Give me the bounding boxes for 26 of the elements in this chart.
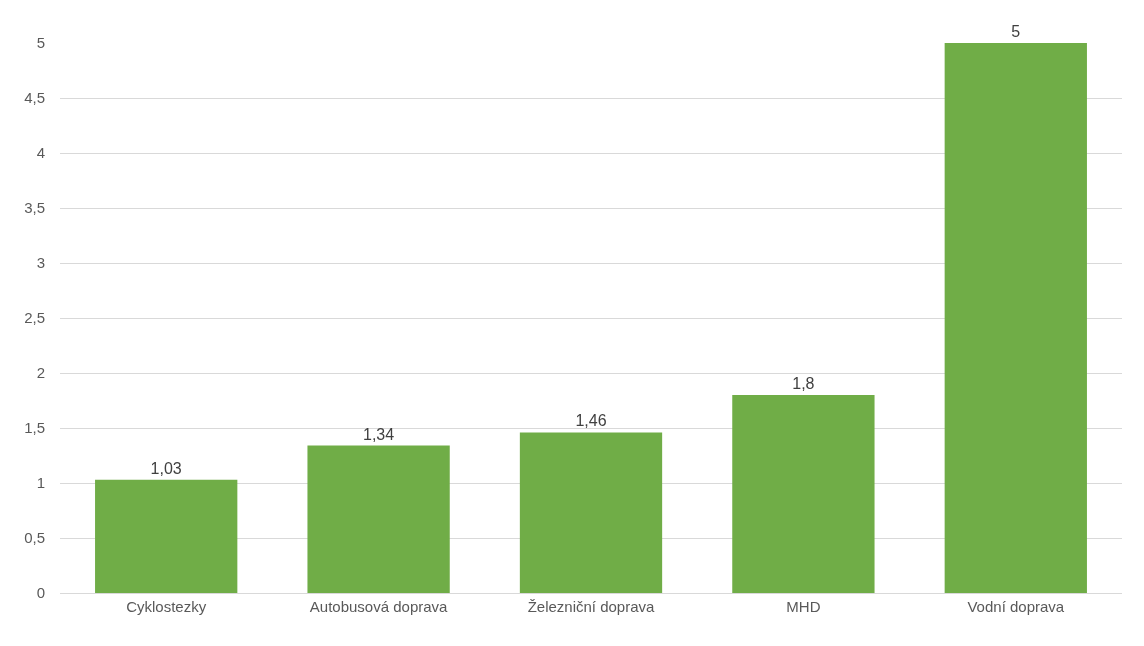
data-label: 1,46 xyxy=(575,412,607,430)
y-tick-label: 4,5 xyxy=(24,89,45,107)
x-tick-label: Autobusová doprava xyxy=(309,598,449,615)
bar xyxy=(95,479,238,593)
data-label: 1,34 xyxy=(362,425,395,443)
bar xyxy=(944,43,1087,593)
y-tick-label: 0,5 xyxy=(24,529,45,547)
data-label: 1,8 xyxy=(792,375,815,392)
y-tick-label: 3 xyxy=(36,254,45,272)
y-tick-label: 5 xyxy=(36,34,45,52)
bar xyxy=(307,445,450,593)
x-tick-label: Vodní doprava xyxy=(967,598,1065,615)
bar xyxy=(732,395,875,593)
y-tick-label: 2 xyxy=(36,364,45,382)
data-label: 5 xyxy=(1011,23,1021,40)
y-tick-label: 1,5 xyxy=(24,419,45,437)
y-tick-label: 1 xyxy=(36,474,45,492)
y-tick-label: 2,5 xyxy=(24,309,45,327)
data-label: 1,03 xyxy=(150,459,182,477)
bar xyxy=(519,432,663,593)
y-tick-label: 4 xyxy=(36,144,45,162)
x-tick-label: Cyklostezky xyxy=(126,598,207,615)
x-tick-label: Železniční doprava xyxy=(527,598,656,615)
y-tick-label: 3,5 xyxy=(24,199,45,217)
x-tick-label: MHD xyxy=(786,598,821,615)
y-tick-label: 0 xyxy=(36,584,45,602)
